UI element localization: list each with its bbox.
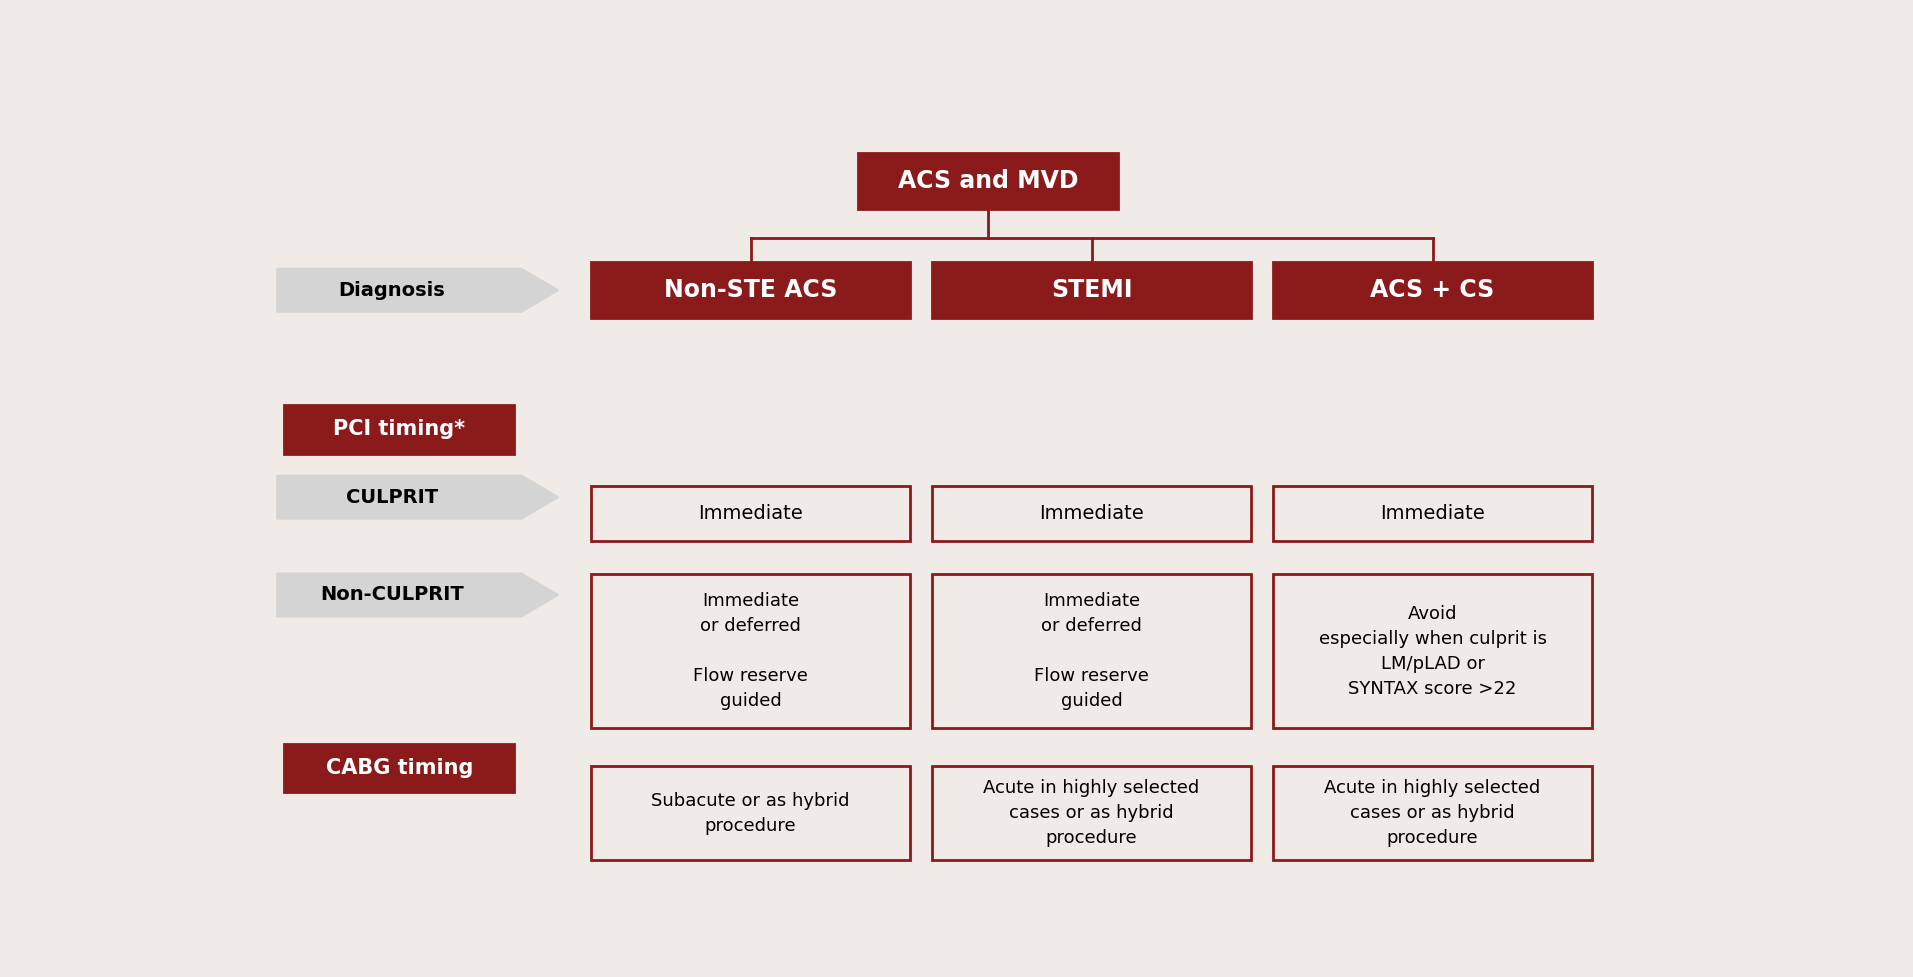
Text: ACS + CS: ACS + CS	[1370, 278, 1494, 302]
Text: Avoid
especially when culprit is
LM/pLAD or
SYNTAX score >22: Avoid especially when culprit is LM/pLAD…	[1318, 605, 1546, 698]
Text: Immediate: Immediate	[698, 504, 803, 524]
Text: Immediate
or deferred

Flow reserve
guided: Immediate or deferred Flow reserve guide…	[693, 592, 807, 710]
FancyBboxPatch shape	[932, 574, 1251, 729]
Text: Immediate
or deferred

Flow reserve
guided: Immediate or deferred Flow reserve guide…	[1035, 592, 1150, 710]
Text: Acute in highly selected
cases or as hybrid
procedure: Acute in highly selected cases or as hyb…	[983, 779, 1199, 847]
FancyBboxPatch shape	[285, 743, 515, 792]
Text: CABG timing: CABG timing	[325, 758, 473, 778]
Text: Diagnosis: Diagnosis	[339, 280, 446, 300]
Text: Immediate: Immediate	[1039, 504, 1144, 524]
FancyBboxPatch shape	[1274, 262, 1592, 319]
Text: PCI timing*: PCI timing*	[333, 419, 465, 440]
Polygon shape	[277, 269, 559, 312]
Text: CULPRIT: CULPRIT	[346, 488, 438, 507]
Text: STEMI: STEMI	[1050, 278, 1132, 302]
FancyBboxPatch shape	[591, 766, 911, 860]
FancyBboxPatch shape	[1274, 574, 1592, 729]
Text: Immediate: Immediate	[1379, 504, 1484, 524]
Polygon shape	[277, 573, 559, 616]
FancyBboxPatch shape	[285, 405, 515, 454]
FancyBboxPatch shape	[859, 153, 1117, 209]
Text: Non-STE ACS: Non-STE ACS	[664, 278, 838, 302]
FancyBboxPatch shape	[591, 262, 911, 319]
Text: Acute in highly selected
cases or as hybrid
procedure: Acute in highly selected cases or as hyb…	[1324, 779, 1540, 847]
FancyBboxPatch shape	[1274, 487, 1592, 541]
FancyBboxPatch shape	[932, 766, 1251, 860]
Text: Non-CULPRIT: Non-CULPRIT	[319, 585, 463, 605]
FancyBboxPatch shape	[591, 574, 911, 729]
FancyBboxPatch shape	[591, 487, 911, 541]
FancyBboxPatch shape	[932, 262, 1251, 319]
Text: ACS and MVD: ACS and MVD	[897, 169, 1079, 193]
Text: Subacute or as hybrid
procedure: Subacute or as hybrid procedure	[650, 791, 849, 834]
FancyBboxPatch shape	[1274, 766, 1592, 860]
Polygon shape	[277, 476, 559, 519]
FancyBboxPatch shape	[932, 487, 1251, 541]
